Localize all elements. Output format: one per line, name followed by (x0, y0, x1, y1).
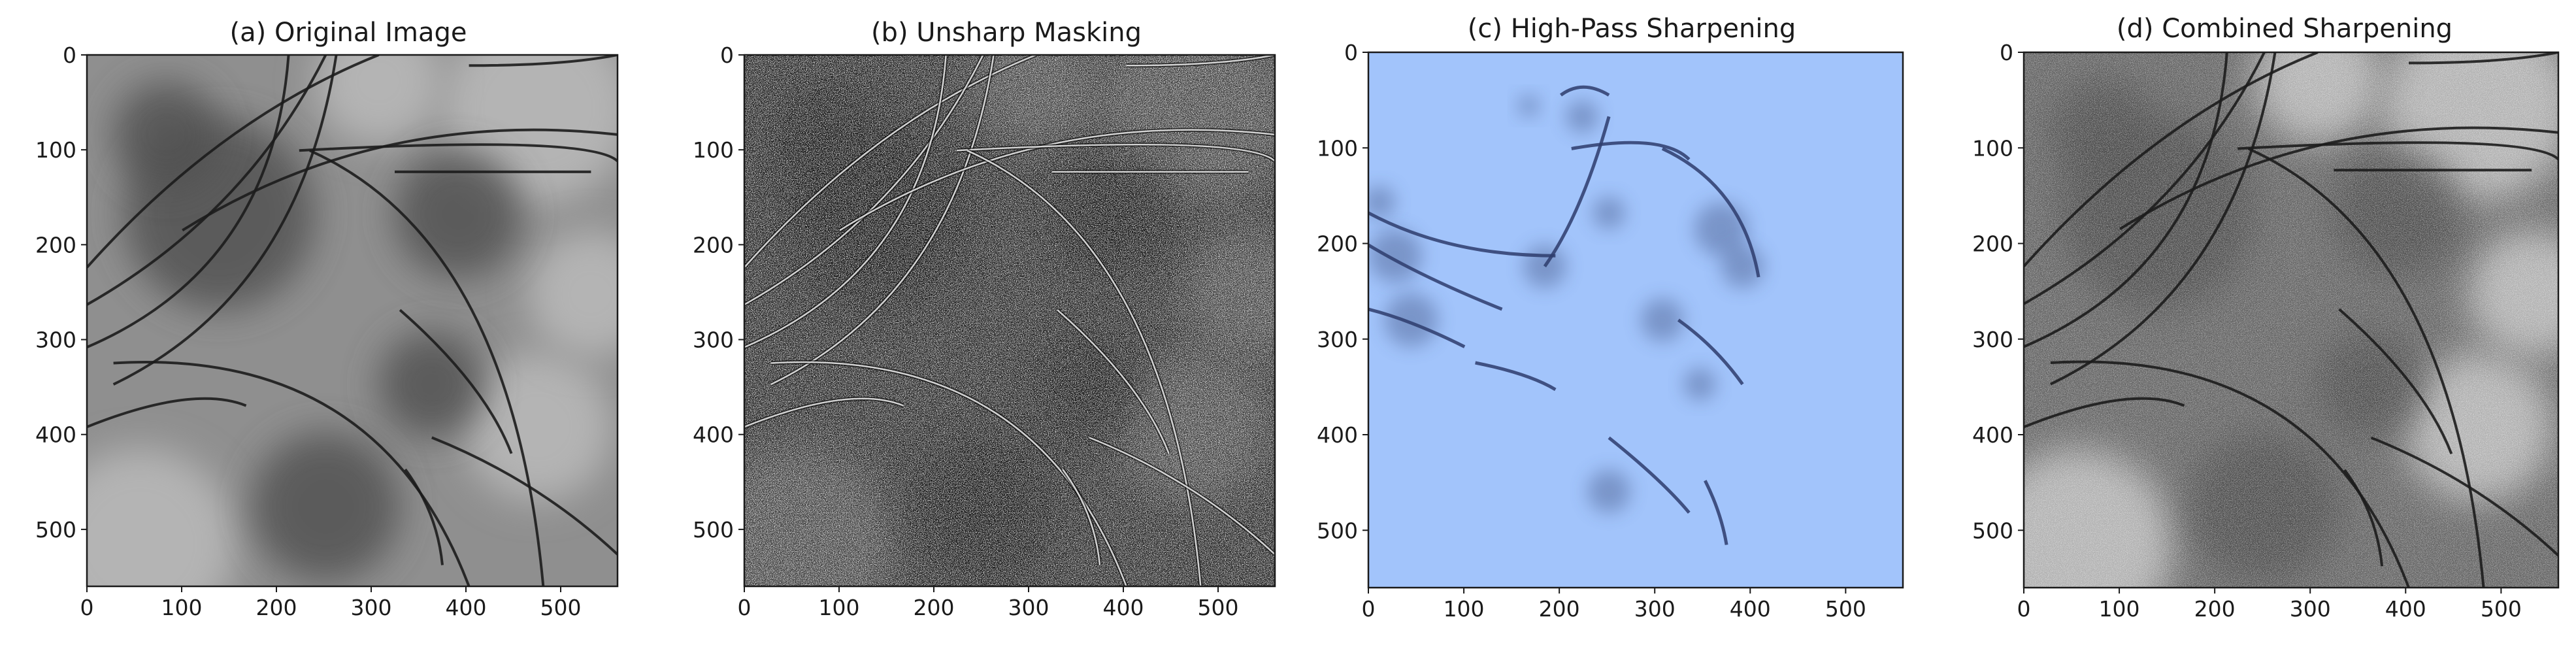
x-tick-label: 300 (1008, 595, 1049, 620)
panel-highpass: (c) High-Pass Sharpening 0 100 200 300 400 50… (1317, 14, 1904, 622)
plot-frame (86, 54, 619, 588)
x-tick-label: 500 (1198, 595, 1239, 620)
x-tick-label: 500 (2481, 596, 2522, 622)
x-axis-ticks: 0 100 200 300 400 500 (80, 586, 582, 620)
panel-unsharp: (b) Unsharp Masking 0 100 200 300 400 500 0 10… (693, 18, 1276, 620)
x-tick-label: 200 (2194, 596, 2236, 622)
image-combined (2023, 51, 2560, 589)
image-unsharp (743, 54, 1276, 588)
x-tick-label: 0 (1362, 596, 1376, 622)
y-tick-label: 500 (693, 517, 734, 543)
y-tick-label: 0 (720, 42, 734, 68)
x-tick-label: 0 (2017, 596, 2031, 622)
x-tick-label: 300 (2290, 596, 2331, 622)
y-tick-label: 500 (1317, 518, 1358, 543)
x-axis-ticks: 0 100 200 300 400 500 (738, 586, 1239, 620)
y-tick-label: 300 (1972, 327, 2013, 352)
x-tick-label: 100 (819, 595, 860, 620)
x-tick-label: 400 (1730, 596, 1771, 622)
y-tick-label: 200 (1972, 231, 2013, 257)
image-background (1368, 52, 1903, 588)
y-tick-label: 500 (1972, 518, 2013, 543)
plot-frame (2023, 51, 2560, 589)
panel-title: (a) Original Image (230, 18, 467, 48)
x-tick-label: 400 (446, 595, 487, 620)
y-tick-label: 100 (1972, 135, 2013, 161)
plot-frame (1367, 51, 1904, 589)
panel-title: (d) Combined Sharpening (2117, 14, 2452, 44)
x-tick-label: 100 (161, 595, 203, 620)
x-tick-label: 100 (2099, 596, 2140, 622)
y-tick-label: 500 (35, 517, 76, 543)
x-tick-label: 200 (914, 595, 955, 620)
y-tick-label: 400 (693, 422, 734, 448)
y-tick-label: 100 (693, 137, 734, 163)
x-tick-label: 500 (1825, 596, 1866, 622)
y-tick-label: 400 (35, 422, 76, 448)
x-tick-label: 400 (1103, 595, 1144, 620)
x-tick-label: 200 (256, 595, 297, 620)
x-axis-ticks: 0 100 200 300 400 500 (1362, 588, 1866, 622)
y-tick-label: 100 (1317, 135, 1358, 161)
y-tick-label: 0 (2000, 40, 2013, 65)
y-tick-label: 300 (1317, 327, 1358, 352)
panel-title: (b) Unsharp Masking (871, 18, 1142, 48)
x-tick-label: 400 (2385, 596, 2426, 622)
y-tick-label: 200 (35, 232, 76, 258)
y-tick-label: 0 (1344, 40, 1358, 65)
y-axis-ticks: 0 100 200 300 400 500 (1972, 40, 2024, 543)
image-highpass (1367, 51, 1904, 589)
x-tick-label: 200 (1539, 596, 1580, 622)
y-tick-label: 200 (1317, 231, 1358, 257)
x-tick-label: 500 (540, 595, 582, 620)
y-axis-ticks: 0 100 200 300 400 500 (35, 42, 87, 543)
x-tick-label: 300 (1634, 596, 1676, 622)
panel-original: (a) Original Image 0 100 200 300 400 500 0 100… (35, 18, 619, 620)
x-tick-label: 0 (738, 595, 751, 620)
y-tick-label: 300 (693, 327, 734, 353)
x-tick-label: 0 (80, 595, 94, 620)
panel-combined: (d) Combined Sharpening 0 100 200 300 400 500… (1972, 14, 2560, 622)
plot-frame (743, 54, 1276, 588)
x-tick-label: 100 (1444, 596, 1485, 622)
y-tick-label: 300 (35, 327, 76, 353)
y-tick-label: 100 (35, 137, 76, 163)
panel-title: (c) High-Pass Sharpening (1468, 14, 1796, 44)
y-tick-label: 400 (1317, 422, 1358, 448)
x-axis-ticks: 0 100 200 300 400 500 (2017, 588, 2522, 622)
image-original (86, 54, 619, 588)
y-axis-ticks: 0 100 200 300 400 500 (1317, 40, 1368, 543)
x-tick-label: 300 (351, 595, 392, 620)
y-tick-label: 0 (63, 42, 76, 68)
y-axis-ticks: 0 100 200 300 400 500 (693, 42, 744, 543)
y-tick-label: 400 (1972, 422, 2013, 448)
y-tick-label: 200 (693, 232, 734, 258)
